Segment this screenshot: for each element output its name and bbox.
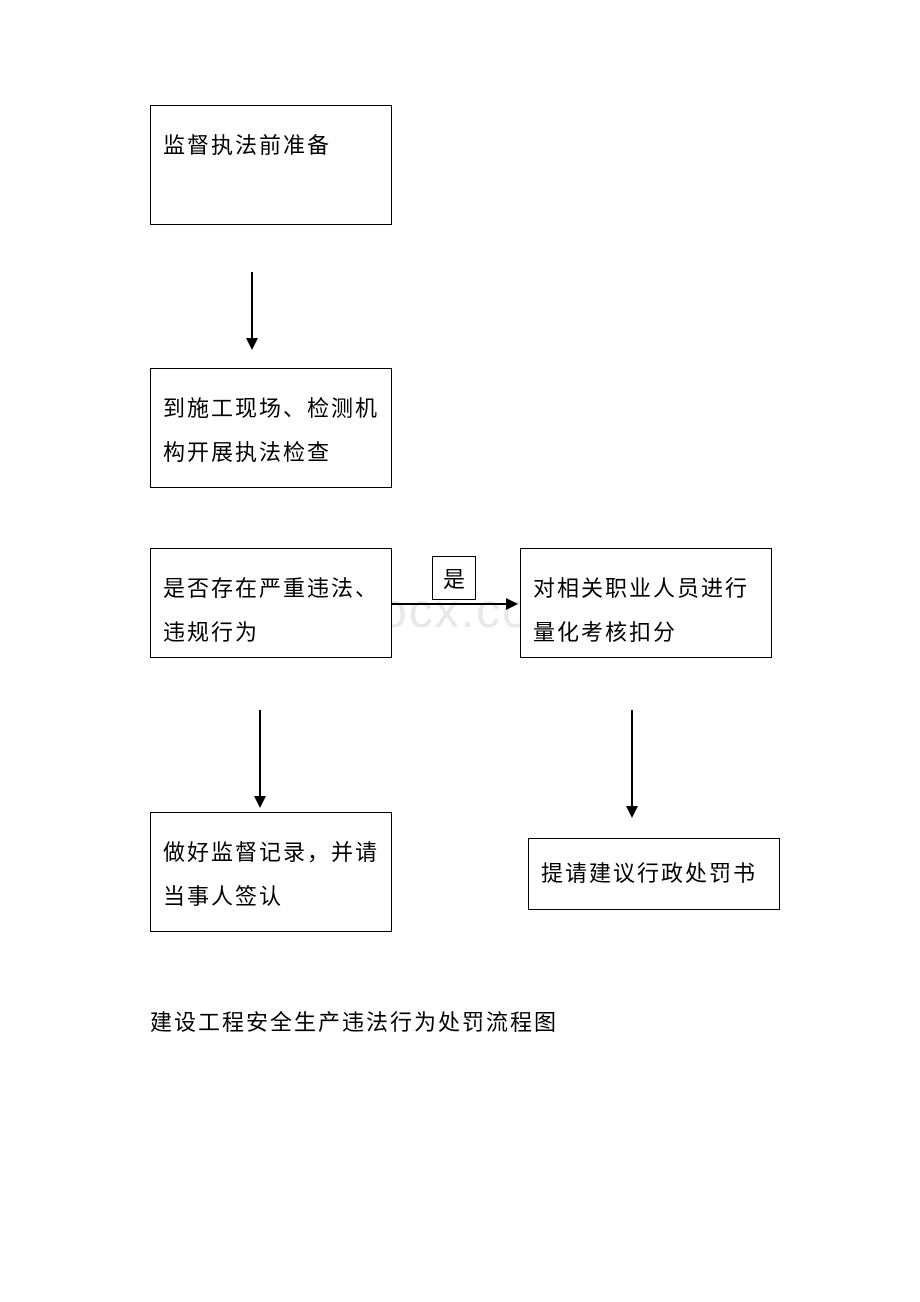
decision-label-yes: 是 (432, 556, 476, 600)
node-text: 到施工现场、检测机构开展执法检查 (163, 387, 379, 475)
flowchart-node-record: 做好监督记录，并请当事人签认 (150, 812, 392, 932)
node-text: 提请建议行政处罚书 (541, 852, 757, 896)
flowchart-node-penalty: 提请建议行政处罚书 (528, 838, 780, 910)
decision-text: 是 (443, 562, 465, 594)
arrow-line (631, 710, 633, 808)
flowchart-node-deduct-points: 对相关职业人员进行量化考核扣分 (520, 548, 772, 658)
arrow-line (251, 272, 253, 340)
arrow-head (506, 598, 518, 610)
flowchart-node-prep: 监督执法前准备 (150, 105, 392, 225)
arrow-line (259, 710, 261, 798)
flowchart-caption: 建设工程安全生产违法行为处罚流程图 (150, 1005, 558, 1037)
node-text: 对相关职业人员进行量化考核扣分 (533, 567, 759, 655)
flowchart-node-violation-check: 是否存在严重违法、违规行为 (150, 548, 392, 658)
flowchart-node-inspect: 到施工现场、检测机构开展执法检查 (150, 368, 392, 488)
node-text: 是否存在严重违法、违规行为 (163, 567, 379, 655)
arrow-head (254, 796, 266, 808)
arrow-head (246, 338, 258, 350)
arrow-head (626, 806, 638, 818)
node-text: 监督执法前准备 (163, 124, 331, 168)
node-text: 做好监督记录，并请当事人签认 (163, 831, 379, 919)
arrow-line (392, 603, 508, 605)
flowchart-container: www.bdocx.com 监督执法前准备 到施工现场、检测机构开展执法检查 是… (0, 0, 920, 1302)
